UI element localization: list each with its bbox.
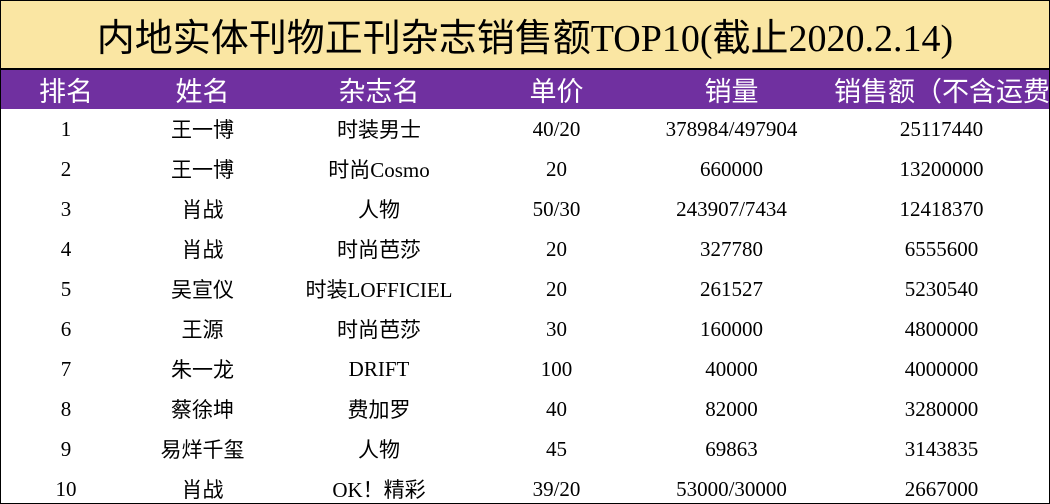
cell-rank: 10 bbox=[55, 476, 77, 501]
cell-revenue: 12418370 bbox=[899, 196, 984, 221]
column-header-name: 姓名 bbox=[175, 77, 230, 108]
cell-revenue: 25117440 bbox=[899, 116, 984, 141]
cell-sales: 327780 bbox=[700, 236, 763, 261]
table-row: 4 肖战 时尚芭莎 20 327780 6555600 bbox=[1, 229, 1049, 269]
table-row: 10 肖战 OK！精彩 39/20 53000/30000 2667000 bbox=[1, 469, 1049, 503]
table-row: 5 吴宣仪 时装LOFFICIEL 20 261527 5230540 bbox=[1, 269, 1049, 309]
column-header-rank: 排名 bbox=[39, 77, 93, 108]
cell-revenue: 6555600 bbox=[904, 236, 979, 261]
cell-rank: 3 bbox=[60, 196, 72, 221]
cell-name: 易烊千玺 bbox=[160, 438, 245, 462]
cell-magazine: OK！精彩 bbox=[332, 478, 426, 502]
cell-sales: 243907/7434 bbox=[676, 196, 787, 221]
cell-sales: 378984/497904 bbox=[665, 116, 798, 141]
cell-magazine: 时尚Cosmo bbox=[328, 158, 430, 182]
table-row: 7 朱一龙 DRIFT 100 40000 4000000 bbox=[1, 349, 1049, 389]
table-row: 1 王一博 时装男士 40/20 378984/497904 25117440 bbox=[1, 109, 1049, 149]
cell-name: 朱一龙 bbox=[171, 358, 234, 382]
cell-magazine: 人物 bbox=[358, 198, 400, 222]
cell-price: 40/20 bbox=[532, 116, 581, 141]
cell-magazine: 费加罗 bbox=[347, 398, 411, 422]
cell-revenue: 4000000 bbox=[904, 356, 979, 381]
title-bar: 内地实体刊物正刊杂志销售额TOP10(截止2020.2.14) bbox=[1, 1, 1049, 70]
cell-revenue: 2667000 bbox=[904, 476, 979, 501]
cell-name: 王一博 bbox=[171, 118, 234, 142]
cell-rank: 8 bbox=[60, 396, 72, 421]
cell-name: 肖战 bbox=[181, 198, 224, 222]
cell-price: 30 bbox=[546, 316, 567, 341]
cell-sales: 69863 bbox=[705, 436, 758, 461]
cell-sales: 53000/30000 bbox=[676, 476, 787, 501]
cell-price: 20 bbox=[546, 156, 567, 181]
cell-revenue: 13200000 bbox=[899, 156, 984, 181]
cell-rank: 9 bbox=[60, 436, 72, 461]
cell-name: 肖战 bbox=[181, 238, 224, 262]
cell-price: 20 bbox=[546, 276, 567, 301]
table-row: 3 肖战 人物 50/30 243907/7434 12418370 bbox=[1, 189, 1049, 229]
cell-revenue: 5230540 bbox=[904, 276, 979, 301]
cell-price: 20 bbox=[546, 236, 567, 261]
cell-rank: 4 bbox=[60, 236, 72, 261]
table-row: 2 王一博 时尚Cosmo 20 660000 13200000 bbox=[1, 149, 1049, 189]
cell-rank: 5 bbox=[60, 276, 72, 301]
cell-name: 王源 bbox=[181, 318, 224, 342]
table-row: 8 蔡徐坤 费加罗 40 82000 3280000 bbox=[1, 389, 1049, 429]
cell-name: 吴宣仪 bbox=[171, 278, 234, 302]
cell-price: 40 bbox=[546, 396, 567, 421]
cell-price: 45 bbox=[546, 436, 567, 461]
cell-revenue: 4800000 bbox=[904, 316, 979, 341]
cell-magazine: 时尚芭莎 bbox=[337, 318, 421, 342]
cell-magazine: 时装LOFFICIEL bbox=[305, 278, 453, 302]
column-header-revenue: 销售额（不含运费） bbox=[834, 77, 1049, 108]
column-header-sales: 销量 bbox=[704, 77, 759, 108]
table-row: 6 王源 时尚芭莎 30 160000 4800000 bbox=[1, 309, 1049, 349]
cell-name: 王一博 bbox=[171, 158, 234, 182]
cell-name: 蔡徐坤 bbox=[171, 398, 234, 422]
cell-sales: 660000 bbox=[700, 156, 763, 181]
column-header-magazine: 杂志名 bbox=[338, 77, 420, 108]
page-title: 内地实体刊物正刊杂志销售额TOP10(截止2020.2.14) bbox=[96, 18, 954, 60]
cell-rank: 7 bbox=[60, 356, 72, 381]
cell-revenue: 3143835 bbox=[904, 436, 979, 461]
cell-sales: 40000 bbox=[705, 356, 758, 381]
cell-magazine: 时装男士 bbox=[337, 118, 421, 142]
cell-rank: 2 bbox=[60, 156, 72, 181]
cell-price: 100 bbox=[540, 356, 573, 381]
cell-sales: 82000 bbox=[705, 396, 758, 421]
column-header-price: 单价 bbox=[529, 77, 584, 108]
cell-magazine: 人物 bbox=[358, 438, 400, 462]
cell-price: 50/30 bbox=[532, 196, 581, 221]
cell-rank: 1 bbox=[60, 116, 72, 141]
cell-sales: 261527 bbox=[700, 276, 763, 301]
cell-magazine: 时尚芭莎 bbox=[337, 238, 421, 262]
cell-sales: 160000 bbox=[700, 316, 763, 341]
cell-price: 39/20 bbox=[532, 476, 581, 501]
cell-magazine: DRIFT bbox=[348, 356, 410, 381]
table-row: 9 易烊千玺 人物 45 69863 3143835 bbox=[1, 429, 1049, 469]
cell-rank: 6 bbox=[60, 316, 72, 341]
cell-name: 肖战 bbox=[181, 478, 224, 502]
sales-table: 排名 姓名 杂志名 单价 销量 销售额（不含运费） 1 王一博 时装男士 40/20 3… bbox=[1, 70, 1049, 503]
cell-revenue: 3280000 bbox=[904, 396, 979, 421]
table-header-row: 排名 姓名 杂志名 单价 销量 销售额（不含运费） bbox=[1, 70, 1049, 109]
